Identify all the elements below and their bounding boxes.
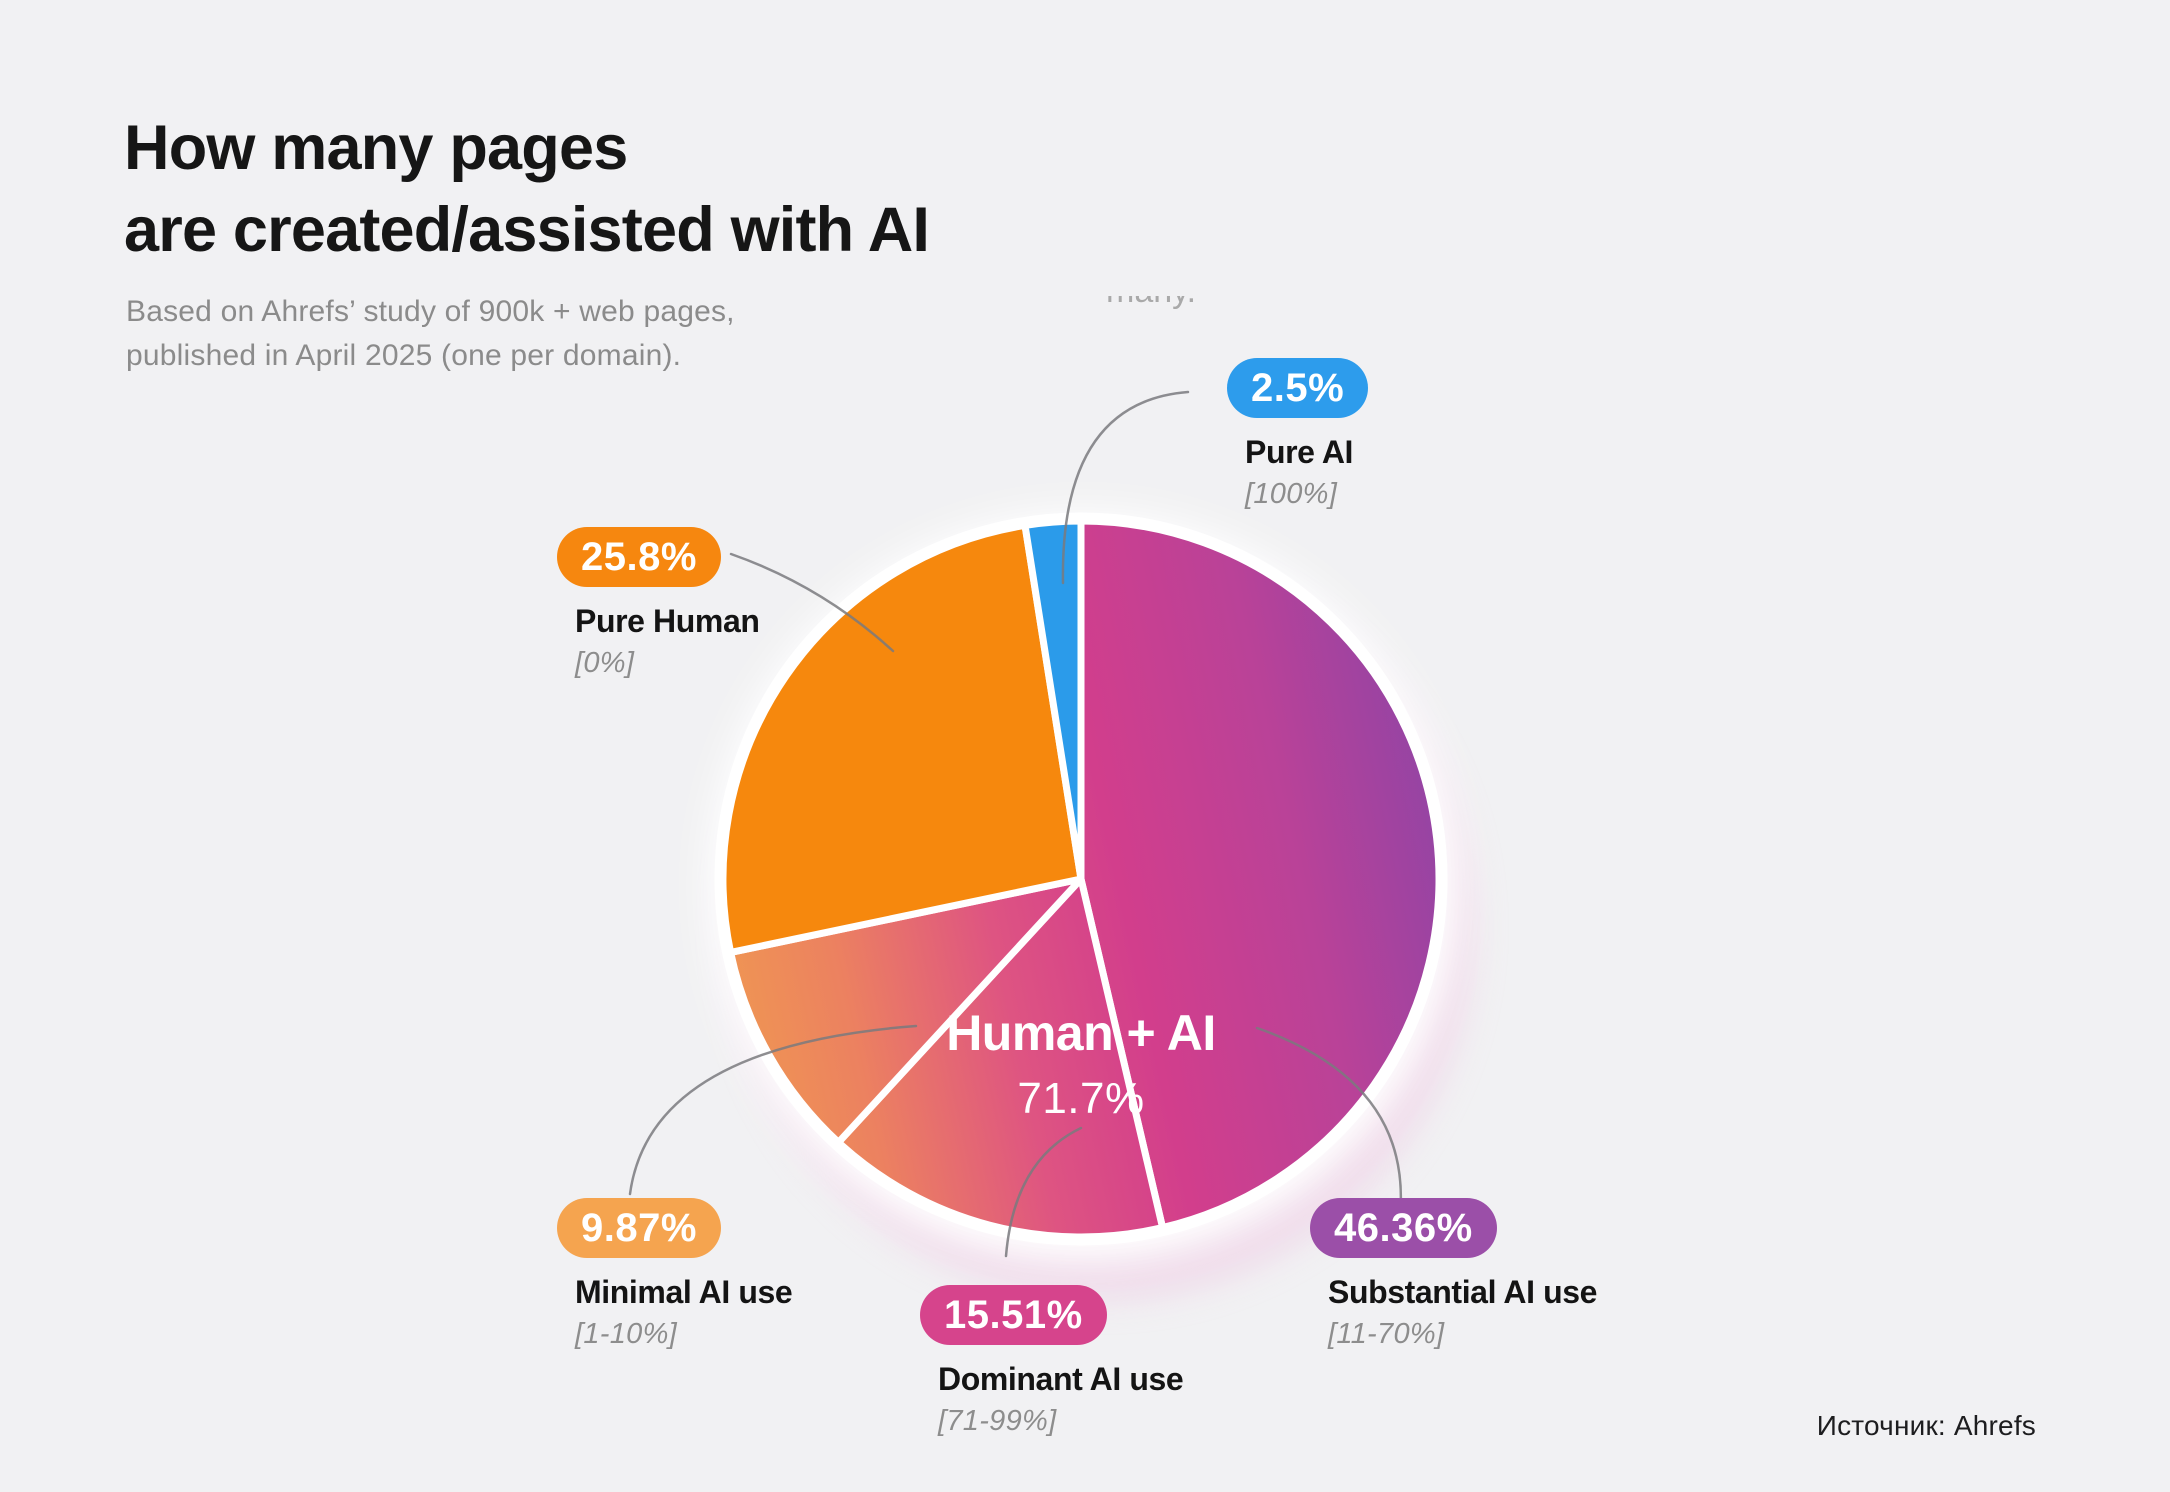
- pie-slice-pure-human: [719, 521, 1085, 956]
- slice-label-pure-human: 25.8% Pure Human [0%]: [557, 527, 760, 680]
- percent-pill-pure-ai: 2.5%: [1227, 358, 1369, 418]
- leader-line-substantial-ai-use: [1255, 1026, 1403, 1218]
- slice-name-dominant-ai-use: Dominant AI use: [938, 1361, 1184, 1397]
- percent-pill-minimal-ai-use: 9.87%: [557, 1198, 721, 1258]
- leader-line-minimal-ai-use: [628, 1024, 918, 1196]
- page-title-line2: are created/assisted with AI: [124, 194, 930, 265]
- page-title-line1: How many pages: [124, 113, 628, 183]
- percent-pill-substantial-ai-use: 46.36%: [1310, 1198, 1497, 1258]
- slice-range-pure-human: [0%]: [575, 647, 635, 679]
- slice-name-pure-human: Pure Human: [575, 603, 760, 639]
- slice-name-pure-ai: Pure AI: [1245, 434, 1354, 470]
- leader-line-dominant-ai-use: [1004, 1126, 1083, 1258]
- pie-slices-group: [719, 517, 1443, 1241]
- group-name: Human + AI: [946, 1005, 1216, 1061]
- page-subtitle: Based on Ahrefs’ study of 900k + web pag…: [126, 290, 735, 378]
- slice-range-dominant-ai-use: [71-99%]: [938, 1405, 1057, 1437]
- clipped-text-artifact: many.: [1106, 296, 1216, 316]
- slice-label-dominant-ai-use: 15.51% Dominant AI use [71-99%]: [920, 1285, 1184, 1438]
- slice-label-minimal-ai-use: 9.87% Minimal AI use [1-10%]: [557, 1198, 793, 1351]
- page-title: How many pages are created/assisted with …: [124, 108, 930, 272]
- slice-label-pure-ai: 2.5% Pure AI [100%]: [1227, 358, 1369, 511]
- group-value: 71.7%: [1017, 1074, 1145, 1123]
- slice-name-minimal-ai-use: Minimal AI use: [575, 1274, 793, 1310]
- slice-name-substantial-ai-use: Substantial AI use: [1328, 1274, 1598, 1310]
- percent-pill-dominant-ai-use: 15.51%: [920, 1285, 1107, 1345]
- slice-label-substantial-ai-use: 46.36% Substantial AI use [11-70%]: [1310, 1198, 1597, 1351]
- leader-lines-group: [628, 390, 1403, 1258]
- pie-outer-ring: [714, 512, 1448, 1246]
- leader-line-pure-ai: [1061, 390, 1190, 585]
- percent-pill-pure-human: 25.8%: [557, 527, 721, 587]
- slice-range-pure-ai: [100%]: [1245, 478, 1338, 510]
- leader-line-pure-human: [729, 552, 895, 653]
- slice-range-minimal-ai-use: [1-10%]: [575, 1318, 678, 1350]
- source-credit: Источник: Ahrefs: [1816, 1410, 2036, 1441]
- page-subtitle-line2: published in April 2025 (one per domain)…: [126, 339, 682, 373]
- pie-center-label: Human + AI 71.7%: [946, 1004, 1216, 1124]
- page-subtitle-line1: Based on Ahrefs’ study of 900k + web pag…: [126, 295, 735, 328]
- slice-range-substantial-ai-use: [11-70%]: [1328, 1318, 1445, 1350]
